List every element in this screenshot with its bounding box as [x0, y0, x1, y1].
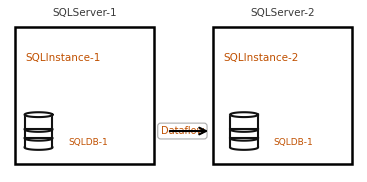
Text: SQLDB-1: SQLDB-1	[68, 138, 108, 147]
Polygon shape	[25, 115, 52, 147]
FancyBboxPatch shape	[213, 27, 352, 164]
Text: Dataflow: Dataflow	[161, 126, 204, 136]
Text: SQLServer-1: SQLServer-1	[52, 8, 117, 18]
Polygon shape	[25, 112, 52, 117]
Text: SQLInstance-1: SQLInstance-1	[26, 53, 101, 63]
Text: SQLServer-2: SQLServer-2	[250, 8, 315, 18]
Text: SQLInstance-2: SQLInstance-2	[224, 53, 299, 63]
FancyBboxPatch shape	[15, 27, 154, 164]
Text: SQLDB-1: SQLDB-1	[273, 138, 313, 147]
Polygon shape	[230, 115, 258, 147]
Polygon shape	[230, 112, 258, 117]
